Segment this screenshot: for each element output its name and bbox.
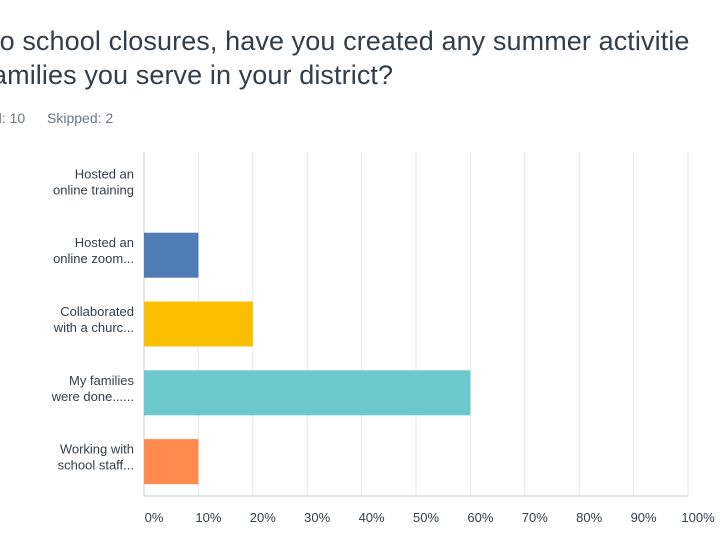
category-label: online zoom... <box>53 251 134 266</box>
category-label: with a churc... <box>53 320 134 335</box>
x-tick-label: 10% <box>195 510 221 525</box>
bar[interactable] <box>144 301 253 347</box>
answered-count: d: 10 <box>0 110 26 126</box>
x-tick-label: 40% <box>359 510 385 525</box>
category-label: online training <box>53 182 134 197</box>
category-label: were done...... <box>51 389 134 404</box>
bar[interactable] <box>144 232 199 278</box>
x-tick-label: 80% <box>576 510 602 525</box>
category-label: Hosted an <box>75 235 134 250</box>
chart-x-tick-labels: 0% 10% 20% 30% 40% 50% 60% 70% 80% 90% 100% <box>145 510 715 525</box>
x-tick-label: 20% <box>250 510 276 525</box>
category-label: school staff... <box>58 458 134 473</box>
x-tick-label: 90% <box>631 510 657 525</box>
x-tick-label: 70% <box>522 510 548 525</box>
x-tick-label: 100% <box>681 510 715 525</box>
bar[interactable] <box>144 370 471 416</box>
x-tick-label: 0% <box>145 510 164 525</box>
category-label: Collaborated <box>60 304 134 319</box>
bar[interactable] <box>144 439 199 485</box>
chart-gridlines <box>143 152 689 496</box>
skipped-count: Skipped: 2 <box>47 110 114 126</box>
x-tick-label: 60% <box>467 510 493 525</box>
chart-bars <box>144 232 471 485</box>
question-title-line-2: amilies you serve in your district? <box>0 60 394 90</box>
x-tick-label: 30% <box>304 510 330 525</box>
category-label: My families <box>69 373 135 388</box>
category-label: Working with <box>60 442 134 457</box>
category-label: Hosted an <box>75 166 134 181</box>
x-tick-label: 50% <box>413 510 439 525</box>
question-title-line-1: to school closures, have you created any… <box>0 26 690 56</box>
response-stats: d: 10 Skipped: 2 <box>0 110 131 126</box>
